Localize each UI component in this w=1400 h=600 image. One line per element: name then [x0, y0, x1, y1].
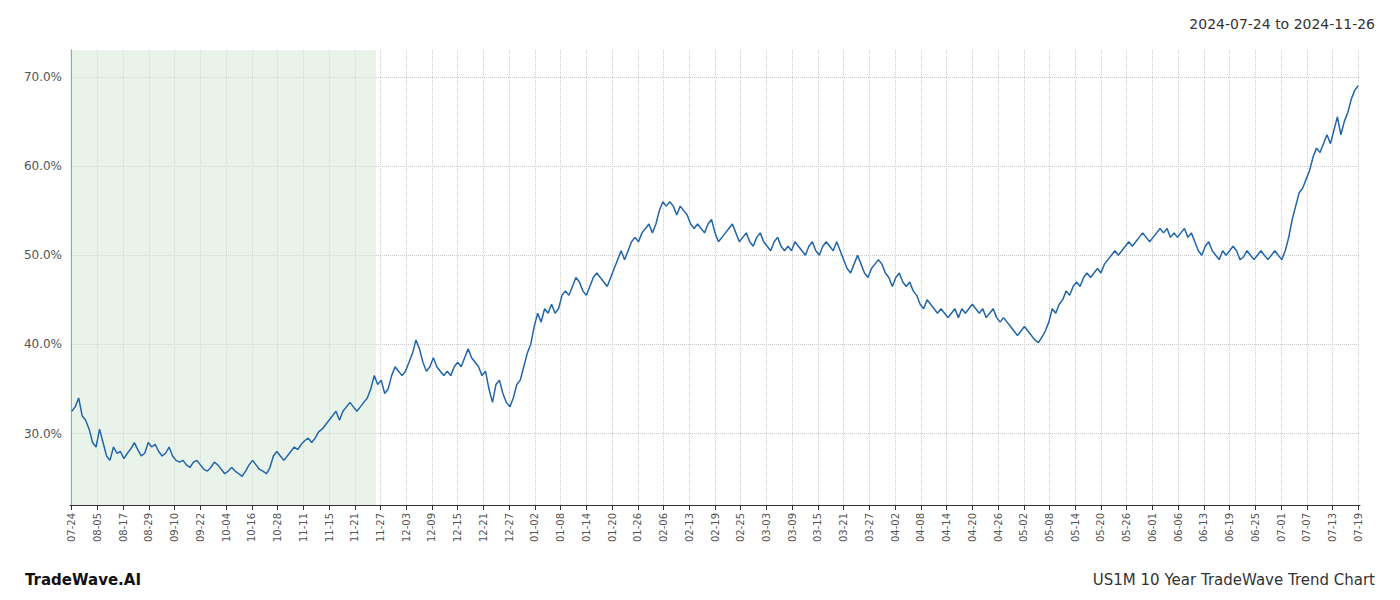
svg-text:60.0%: 60.0% — [24, 159, 62, 173]
svg-text:04-26: 04-26 — [993, 513, 1004, 542]
svg-text:05-26: 05-26 — [1121, 513, 1132, 542]
svg-text:06-13: 06-13 — [1198, 513, 1209, 542]
svg-text:07-19: 07-19 — [1353, 513, 1364, 542]
svg-text:02-06: 02-06 — [658, 513, 669, 542]
svg-text:08-05: 08-05 — [92, 513, 103, 542]
svg-text:12-09: 12-09 — [426, 513, 437, 542]
svg-text:12-03: 12-03 — [401, 513, 412, 542]
svg-text:10-28: 10-28 — [272, 513, 283, 542]
svg-text:40.0%: 40.0% — [24, 337, 62, 351]
svg-text:08-29: 08-29 — [143, 513, 154, 542]
svg-text:11-11: 11-11 — [298, 513, 309, 542]
svg-text:03-09: 03-09 — [787, 513, 798, 542]
svg-text:04-14: 04-14 — [941, 513, 952, 542]
svg-text:04-08: 04-08 — [915, 513, 926, 542]
svg-text:01-20: 01-20 — [607, 513, 618, 542]
svg-text:TradeWave.AI: TradeWave.AI — [25, 571, 141, 589]
svg-text:09-22: 09-22 — [195, 513, 206, 542]
svg-text:07-01: 07-01 — [1276, 513, 1287, 542]
svg-text:30.0%: 30.0% — [24, 427, 62, 441]
svg-text:05-20: 05-20 — [1095, 513, 1106, 542]
svg-text:70.0%: 70.0% — [24, 70, 62, 84]
svg-text:07-07: 07-07 — [1301, 513, 1312, 542]
svg-text:02-13: 02-13 — [684, 513, 695, 542]
svg-text:12-15: 12-15 — [452, 513, 463, 542]
svg-text:06-06: 06-06 — [1173, 513, 1184, 542]
svg-text:10-16: 10-16 — [246, 513, 257, 542]
svg-text:06-25: 06-25 — [1250, 513, 1261, 542]
svg-text:05-14: 05-14 — [1070, 513, 1081, 542]
svg-text:12-27: 12-27 — [504, 513, 515, 542]
svg-text:12-21: 12-21 — [478, 513, 489, 542]
svg-text:06-19: 06-19 — [1224, 513, 1235, 542]
svg-text:08-17: 08-17 — [118, 513, 129, 542]
svg-text:2024-07-24 to 2024-11-26: 2024-07-24 to 2024-11-26 — [1189, 16, 1375, 32]
svg-text:03-27: 03-27 — [864, 513, 875, 542]
svg-text:US1M 10 Year TradeWave Trend C: US1M 10 Year TradeWave Trend Chart — [1093, 571, 1375, 589]
svg-text:05-02: 05-02 — [1018, 513, 1029, 542]
svg-text:50.0%: 50.0% — [24, 248, 62, 262]
svg-text:01-26: 01-26 — [632, 513, 643, 542]
svg-text:11-27: 11-27 — [375, 513, 386, 542]
svg-text:07-24: 07-24 — [66, 513, 77, 542]
svg-text:02-25: 02-25 — [735, 513, 746, 542]
svg-text:01-02: 01-02 — [529, 513, 540, 542]
svg-text:02-19: 02-19 — [710, 513, 721, 542]
svg-text:05-08: 05-08 — [1044, 513, 1055, 542]
svg-text:09-10: 09-10 — [169, 513, 180, 542]
svg-text:11-15: 11-15 — [324, 513, 335, 542]
svg-text:10-04: 10-04 — [221, 513, 232, 542]
svg-text:01-08: 01-08 — [555, 513, 566, 542]
svg-text:11-21: 11-21 — [349, 513, 360, 542]
svg-text:07-13: 07-13 — [1327, 513, 1338, 542]
svg-text:03-03: 03-03 — [761, 513, 772, 542]
svg-text:03-15: 03-15 — [812, 513, 823, 542]
svg-text:04-02: 04-02 — [890, 513, 901, 542]
svg-text:03-21: 03-21 — [838, 513, 849, 542]
svg-text:06-01: 06-01 — [1147, 513, 1158, 542]
svg-text:04-20: 04-20 — [967, 513, 978, 542]
svg-text:01-14: 01-14 — [581, 513, 592, 542]
